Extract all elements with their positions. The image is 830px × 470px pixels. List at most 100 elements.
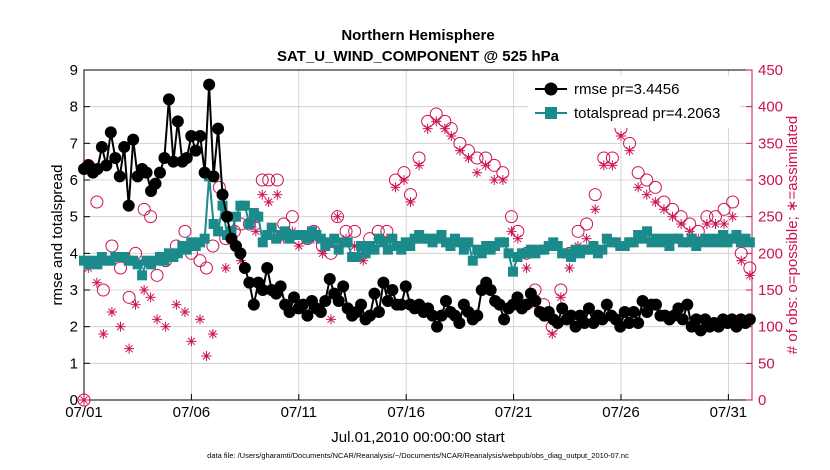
obs-assimilated-marker (186, 336, 197, 347)
obs-assimilated-stroke (391, 183, 400, 192)
obs-assimilated-marker (326, 314, 337, 325)
obs-assimilated-stroke (728, 212, 737, 221)
obs-assimilated-stroke (116, 322, 125, 331)
obs-assimilated-stroke (514, 234, 522, 243)
totalspread-marker (476, 248, 487, 259)
rmse-marker (234, 247, 247, 260)
obs-assimilated-marker (497, 175, 508, 185)
obs-assimilated-marker (521, 263, 532, 273)
x-tick-label: 07/01 (65, 404, 103, 421)
obs-assimilated-marker (414, 160, 425, 171)
rmse-marker (355, 298, 368, 311)
obs-assimilated-stroke (447, 132, 456, 140)
obs-assimilated-stroke (196, 315, 204, 324)
obs-assimilated-marker (399, 175, 410, 185)
totalspread-marker (369, 244, 380, 255)
obs-assimilated-marker (555, 292, 566, 303)
obs-assimilated-stroke (432, 117, 441, 126)
rmse-marker (399, 280, 412, 293)
legend-totalspread-label: totalspread pr=4.2063 (574, 105, 720, 122)
rmse-marker (623, 317, 636, 329)
right-y-tick-label: 100 (758, 319, 783, 336)
rmse-marker (395, 298, 408, 311)
obs-assimilated-marker (152, 314, 163, 325)
totalspread-marker (262, 230, 273, 240)
rmse-marker (471, 309, 484, 322)
obs-assimilated-stroke (93, 278, 101, 287)
obs-assimilated-marker (79, 395, 89, 405)
rmse-marker (118, 141, 131, 153)
chart-title: Northern Hemisphere (341, 27, 494, 44)
obs-assimilated-marker (615, 131, 626, 141)
obs-assimilated-stroke (400, 176, 408, 184)
obs-assimilated-stroke (625, 146, 634, 155)
obs-possible-marker (270, 173, 284, 187)
totalspread-marker (637, 233, 648, 244)
totalspread-marker (642, 226, 653, 237)
obs-assimilated-stroke (440, 124, 449, 133)
totalspread-marker (552, 241, 563, 251)
obs-assimilated-marker (480, 160, 491, 171)
obs-assimilated-stroke (202, 352, 211, 360)
obs-possible-marker (144, 210, 158, 224)
rmse-marker (582, 302, 595, 315)
obs-assimilated-marker (220, 263, 231, 273)
obs-assimilated-marker (564, 263, 575, 273)
obs-assimilated-marker (263, 197, 274, 207)
totalspread-marker (351, 252, 362, 262)
totalspread-marker (257, 237, 268, 248)
rmse-marker (189, 144, 202, 157)
totalspread-marker (329, 233, 340, 244)
totalspread-marker (382, 244, 393, 255)
obs-assimilated-stroke (99, 330, 108, 338)
obs-possible-marker (193, 254, 207, 268)
totalspread-marker (230, 211, 241, 222)
obs-possible-marker (77, 393, 91, 407)
right-y-tick-label: 400 (758, 99, 783, 116)
x-tick-label: 07/06 (173, 404, 211, 421)
totalspread-marker (378, 237, 389, 248)
rmse-marker (207, 170, 220, 183)
totalspread-marker (208, 219, 219, 229)
rmse-marker (332, 295, 345, 307)
rmse-marker (274, 280, 287, 293)
obs-assimilated-marker (676, 219, 687, 229)
obs-assimilated-marker (124, 343, 135, 354)
totalspread-marker (396, 244, 407, 255)
obs-assimilated-marker (489, 175, 500, 185)
totalspread-marker (458, 244, 469, 255)
obs-assimilated-marker (179, 307, 190, 317)
rmse-marker (368, 287, 381, 300)
rmse-marker (431, 320, 444, 333)
right-y-tick-label: 450 (758, 62, 783, 79)
obs-assimilated-marker (463, 153, 474, 163)
obs-assimilated-stroke (668, 212, 677, 221)
totalspread-series (79, 171, 755, 281)
obs-assimilated-stroke (333, 212, 342, 221)
obs-assimilated-marker (607, 160, 618, 171)
legend-box (528, 76, 740, 128)
x-tick-label: 07/21 (495, 404, 533, 421)
obs-assimilated-stroke (423, 124, 432, 133)
rmse-marker (314, 306, 327, 318)
totalspread-marker (686, 233, 697, 244)
obs-possible-marker (199, 261, 213, 275)
right-y-axis-label: # of obs: o=possible; ∗=assimilated (784, 116, 801, 355)
obs-assimilated-stroke (187, 337, 196, 346)
obs-assimilated-marker (201, 351, 212, 361)
rmse-marker (247, 298, 260, 311)
rmse-marker (288, 291, 301, 304)
obs-possible-marker (640, 173, 654, 187)
rmse-marker (578, 317, 591, 329)
obs-assimilated-stroke (720, 220, 728, 228)
obs-assimilated-marker (257, 189, 268, 200)
rmse-marker (140, 166, 153, 179)
obs-assimilated-stroke (221, 264, 230, 272)
totalspread-marker (239, 200, 250, 211)
obs-assimilated-marker (98, 329, 109, 339)
left-y-tick-label: 6 (70, 172, 78, 189)
rmse-marker (529, 295, 542, 307)
obs-assimilated-stroke (556, 293, 565, 302)
obs-assimilated-stroke (273, 190, 282, 199)
legend: rmse pr=3.4456 totalspread pr=4.2063 (528, 76, 740, 128)
